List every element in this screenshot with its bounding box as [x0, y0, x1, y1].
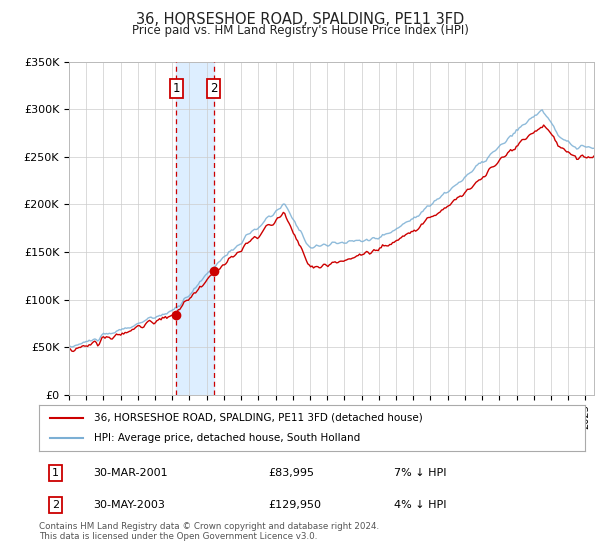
Text: 36, HORSESHOE ROAD, SPALDING, PE11 3FD: 36, HORSESHOE ROAD, SPALDING, PE11 3FD: [136, 12, 464, 27]
Text: £83,995: £83,995: [268, 468, 314, 478]
Bar: [176, 62, 214, 395]
Text: Price paid vs. HM Land Registry's House Price Index (HPI): Price paid vs. HM Land Registry's House …: [131, 24, 469, 37]
Text: 7% ↓ HPI: 7% ↓ HPI: [394, 468, 446, 478]
Text: 1: 1: [52, 468, 59, 478]
Text: 2: 2: [52, 500, 59, 510]
Text: 2: 2: [210, 82, 218, 95]
Text: £129,950: £129,950: [268, 500, 322, 510]
Text: 30-MAY-2003: 30-MAY-2003: [94, 500, 166, 510]
Text: 36, HORSESHOE ROAD, SPALDING, PE11 3FD (detached house): 36, HORSESHOE ROAD, SPALDING, PE11 3FD (…: [94, 413, 422, 423]
Text: Contains HM Land Registry data © Crown copyright and database right 2024.
This d: Contains HM Land Registry data © Crown c…: [39, 522, 379, 542]
Text: 1: 1: [173, 82, 180, 95]
Text: 4% ↓ HPI: 4% ↓ HPI: [394, 500, 446, 510]
Text: 30-MAR-2001: 30-MAR-2001: [94, 468, 168, 478]
Text: HPI: Average price, detached house, South Holland: HPI: Average price, detached house, Sout…: [94, 433, 360, 443]
